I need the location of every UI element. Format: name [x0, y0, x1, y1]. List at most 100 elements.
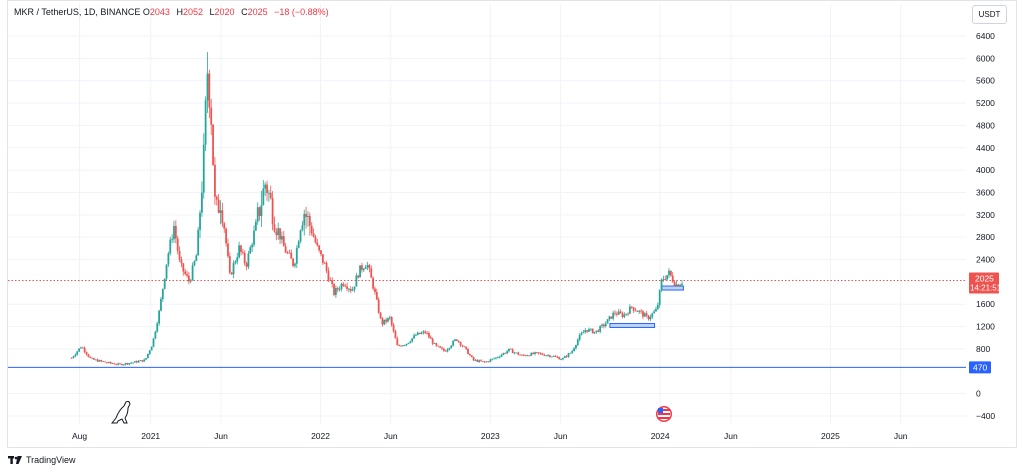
candle-body [284, 246, 287, 253]
candle-body [305, 213, 308, 218]
candle-body [450, 345, 453, 348]
candle-body [275, 231, 278, 236]
candle-body [117, 363, 120, 365]
candle-body [243, 252, 246, 264]
candle-body [232, 263, 235, 275]
candle-body [420, 332, 423, 334]
candle-body [388, 317, 391, 319]
candle-body [152, 338, 155, 347]
low-label: L [209, 7, 215, 17]
candle-body [398, 345, 401, 346]
candle-body [167, 253, 170, 265]
candle-body [422, 331, 425, 333]
symbol-legend[interactable]: MKR / TetherUS, 1D, BINANCE O2043 H2052 … [14, 7, 333, 17]
candle-body [627, 313, 629, 315]
x-tick-label: 2024 [651, 431, 670, 441]
x-tick-label: Jun [894, 431, 908, 441]
candle-body [331, 280, 334, 285]
candle-body [528, 355, 531, 357]
candle-body [344, 285, 347, 287]
candle-body [448, 347, 451, 350]
candle-body [267, 192, 270, 194]
y-tick-label: 5200 [976, 98, 995, 108]
candle-body [411, 338, 414, 342]
candle-body [640, 310, 642, 312]
candle-body [632, 307, 635, 311]
last-price-value: 2025 [975, 273, 994, 283]
candle-body [556, 356, 559, 358]
dinosaur-icon [110, 400, 131, 424]
candle-body [569, 352, 572, 354]
candle-body [195, 255, 198, 262]
candle-body [649, 316, 652, 320]
candle-body [230, 272, 233, 275]
candle-body [387, 318, 389, 322]
candle-body [446, 349, 449, 352]
candle-body [455, 339, 458, 341]
candle-body [400, 345, 402, 347]
candle-body [506, 351, 508, 354]
candle-body [614, 312, 616, 314]
candle-body [119, 363, 121, 365]
candle-body [165, 264, 168, 279]
candle-body [615, 313, 618, 315]
candle-body [100, 360, 103, 362]
line-layer [8, 279, 966, 368]
candle-layer [70, 52, 683, 366]
candle-body [258, 207, 261, 217]
candle-body [130, 362, 133, 364]
candle-body [321, 254, 324, 263]
x-tick-label: 2021 [141, 431, 160, 441]
candle-body [156, 323, 159, 332]
candle-body [681, 283, 683, 285]
candle-body [78, 348, 80, 352]
candle-body [645, 313, 648, 316]
candle-body [323, 262, 326, 264]
candle-body [299, 230, 302, 242]
us-flag-earnings-icon[interactable] [656, 406, 672, 422]
candle-body [178, 250, 181, 260]
candle-body [489, 359, 492, 362]
y-tick-label: 1600 [976, 299, 995, 309]
candle-body [200, 192, 203, 213]
candle-body [173, 226, 175, 240]
candle-body [174, 226, 177, 239]
price-zone-box [609, 322, 656, 328]
change-value: −18 (−0.88%) [274, 7, 329, 17]
candle-body [584, 330, 587, 333]
candle-body [379, 312, 382, 318]
candle-body [515, 352, 518, 354]
candle-body [476, 359, 479, 362]
close-value: 2025 [247, 7, 268, 17]
candle-body [656, 304, 659, 310]
candle-body [586, 330, 589, 332]
currency-button[interactable]: USDT [972, 5, 1007, 24]
candle-body [282, 236, 285, 247]
candle-body [677, 284, 680, 287]
candle-body [318, 245, 321, 251]
candle-body [673, 281, 676, 286]
symbol-title: MKR / TetherUS, 1D, BINANCE [14, 7, 141, 17]
candle-body [301, 225, 304, 231]
candle-body [548, 355, 551, 357]
candle-body [625, 313, 628, 315]
candle-body [532, 352, 535, 354]
candle-body [653, 311, 656, 314]
candle-body [193, 261, 196, 266]
candle-body [459, 341, 462, 346]
candle-body [355, 275, 358, 287]
candle-body [491, 358, 494, 360]
candle-body [575, 345, 577, 349]
candle-body [351, 289, 354, 291]
candle-body [171, 239, 174, 240]
candle-body [602, 324, 605, 327]
candle-body [573, 348, 575, 352]
tradingview-footer[interactable]: TradingView [8, 453, 76, 467]
candle-body [221, 210, 224, 224]
candle-body [295, 248, 298, 264]
candle-body [145, 358, 147, 360]
x-tick-label: 2023 [481, 431, 500, 441]
candle-body [601, 324, 603, 326]
candle-body [606, 319, 609, 324]
